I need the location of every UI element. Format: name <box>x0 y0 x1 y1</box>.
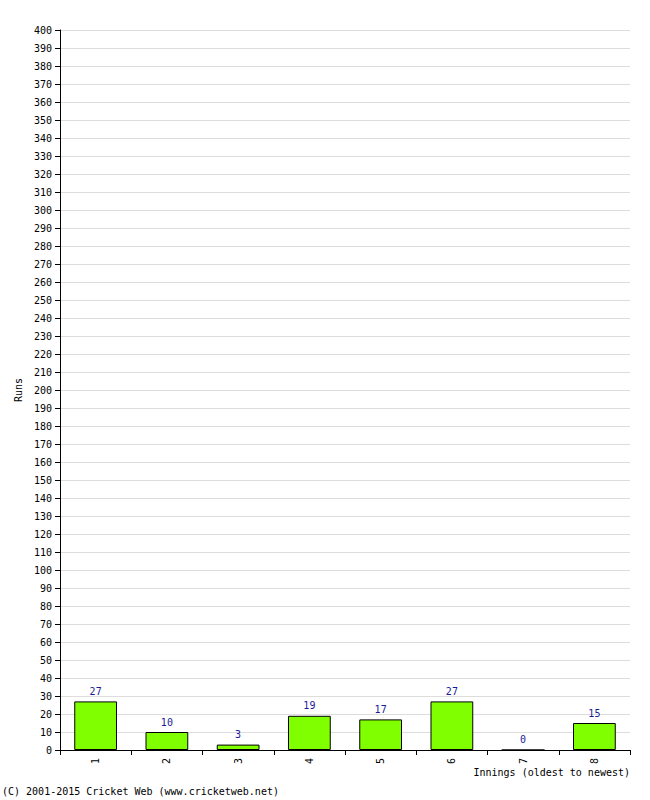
svg-text:4: 4 <box>304 758 315 764</box>
svg-text:310: 310 <box>34 187 52 198</box>
svg-text:330: 330 <box>34 151 52 162</box>
svg-text:220: 220 <box>34 349 52 360</box>
svg-text:160: 160 <box>34 457 52 468</box>
svg-text:190: 190 <box>34 403 52 414</box>
svg-text:200: 200 <box>34 385 52 396</box>
svg-text:30: 30 <box>40 691 52 702</box>
svg-text:6: 6 <box>446 758 457 764</box>
svg-text:390: 390 <box>34 43 52 54</box>
svg-text:140: 140 <box>34 493 52 504</box>
svg-text:15: 15 <box>588 708 600 719</box>
svg-text:270: 270 <box>34 259 52 270</box>
svg-text:260: 260 <box>34 277 52 288</box>
svg-text:90: 90 <box>40 583 52 594</box>
svg-text:370: 370 <box>34 79 52 90</box>
svg-text:230: 230 <box>34 331 52 342</box>
svg-text:(C) 2001-2015 Cricket Web (www: (C) 2001-2015 Cricket Web (www.cricketwe… <box>2 786 279 797</box>
svg-text:7: 7 <box>518 758 529 764</box>
svg-text:19: 19 <box>303 700 315 711</box>
svg-text:20: 20 <box>40 709 52 720</box>
svg-text:27: 27 <box>90 686 102 697</box>
svg-text:Runs: Runs <box>13 378 24 402</box>
svg-text:150: 150 <box>34 475 52 486</box>
svg-text:60: 60 <box>40 637 52 648</box>
svg-text:360: 360 <box>34 97 52 108</box>
svg-text:350: 350 <box>34 115 52 126</box>
svg-text:2: 2 <box>161 758 172 764</box>
svg-text:10: 10 <box>161 717 173 728</box>
svg-text:320: 320 <box>34 169 52 180</box>
svg-text:8: 8 <box>589 758 600 764</box>
svg-text:50: 50 <box>40 655 52 666</box>
svg-text:0: 0 <box>520 734 526 745</box>
svg-text:3: 3 <box>235 729 241 740</box>
svg-text:130: 130 <box>34 511 52 522</box>
svg-text:Innings (oldest to newest): Innings (oldest to newest) <box>473 767 630 778</box>
svg-text:100: 100 <box>34 565 52 576</box>
svg-text:10: 10 <box>40 727 52 738</box>
svg-text:3: 3 <box>233 758 244 764</box>
svg-text:40: 40 <box>40 673 52 684</box>
svg-text:340: 340 <box>34 133 52 144</box>
svg-text:290: 290 <box>34 223 52 234</box>
svg-text:180: 180 <box>34 421 52 432</box>
svg-text:250: 250 <box>34 295 52 306</box>
svg-text:210: 210 <box>34 367 52 378</box>
svg-text:300: 300 <box>34 205 52 216</box>
svg-text:170: 170 <box>34 439 52 450</box>
svg-text:5: 5 <box>375 758 386 764</box>
svg-text:110: 110 <box>34 547 52 558</box>
svg-text:120: 120 <box>34 529 52 540</box>
svg-text:1: 1 <box>90 758 101 764</box>
svg-text:17: 17 <box>375 704 387 715</box>
svg-text:240: 240 <box>34 313 52 324</box>
svg-text:70: 70 <box>40 619 52 630</box>
svg-text:80: 80 <box>40 601 52 612</box>
svg-text:280: 280 <box>34 241 52 252</box>
svg-text:27: 27 <box>446 686 458 697</box>
svg-text:400: 400 <box>34 25 52 36</box>
svg-text:0: 0 <box>46 745 52 756</box>
svg-text:380: 380 <box>34 61 52 72</box>
